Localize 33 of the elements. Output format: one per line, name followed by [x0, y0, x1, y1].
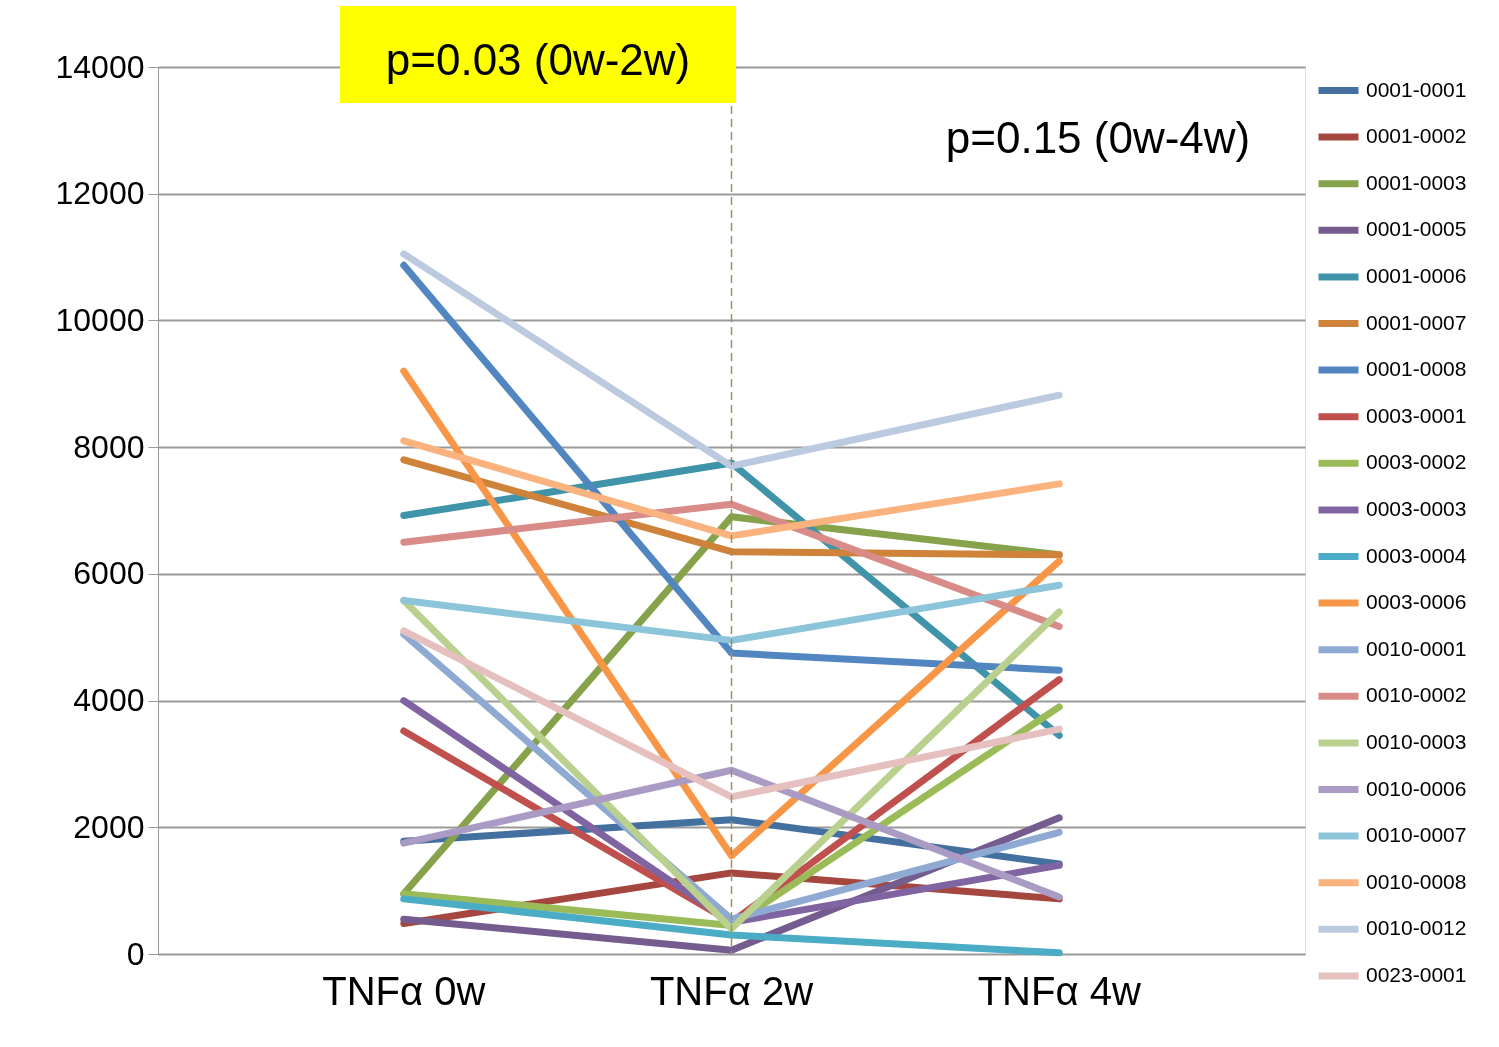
legend-label: 0003-0006 — [1366, 590, 1467, 614]
legend-label: 0003-0002 — [1366, 450, 1467, 474]
y-tick-label: 6000 — [73, 555, 145, 592]
legend-label: 0010-0002 — [1366, 683, 1467, 707]
legend-label: 0010-0008 — [1366, 869, 1467, 893]
annotation: p=0.15 (0w-4w) — [945, 113, 1251, 162]
legend-label: 0001-0007 — [1366, 310, 1467, 334]
y-tick-label: 4000 — [73, 682, 145, 719]
legend-label: 0001-0008 — [1366, 357, 1467, 381]
y-tick-label: 14000 — [55, 48, 145, 85]
x-tick-label: TNFα 0w — [322, 968, 486, 1013]
x-tick-label: TNFα 4w — [977, 968, 1141, 1013]
legend-label: 0001-0001 — [1366, 77, 1467, 101]
y-tick-label: 8000 — [73, 428, 145, 465]
legend-label: 0010-0001 — [1366, 636, 1467, 660]
legend-label: 0023-0001 — [1366, 962, 1467, 986]
legend-label: 0001-0003 — [1366, 170, 1467, 194]
legend-label: 0010-0012 — [1366, 916, 1467, 940]
y-tick-label: 0 — [126, 935, 145, 972]
legend-label: 0010-0003 — [1366, 729, 1467, 753]
y-tick-label: 10000 — [55, 301, 145, 338]
legend-label: 0003-0001 — [1366, 403, 1467, 427]
annotation: p=0.03 (0w-2w) — [385, 35, 691, 84]
x-tick-label: TNFα 2w — [649, 968, 814, 1013]
legend-label: 0010-0007 — [1366, 823, 1467, 847]
y-tick-label: 2000 — [73, 808, 145, 845]
legend-label: 0001-0006 — [1366, 263, 1467, 287]
legend-label: 0010-0006 — [1366, 776, 1467, 800]
legend-label: 0001-0005 — [1366, 217, 1467, 241]
legend-label: 0003-0003 — [1366, 496, 1467, 520]
y-tick-label: 12000 — [55, 175, 145, 212]
legend-label: 0003-0004 — [1366, 543, 1467, 567]
legend-label: 0001-0002 — [1366, 124, 1467, 148]
